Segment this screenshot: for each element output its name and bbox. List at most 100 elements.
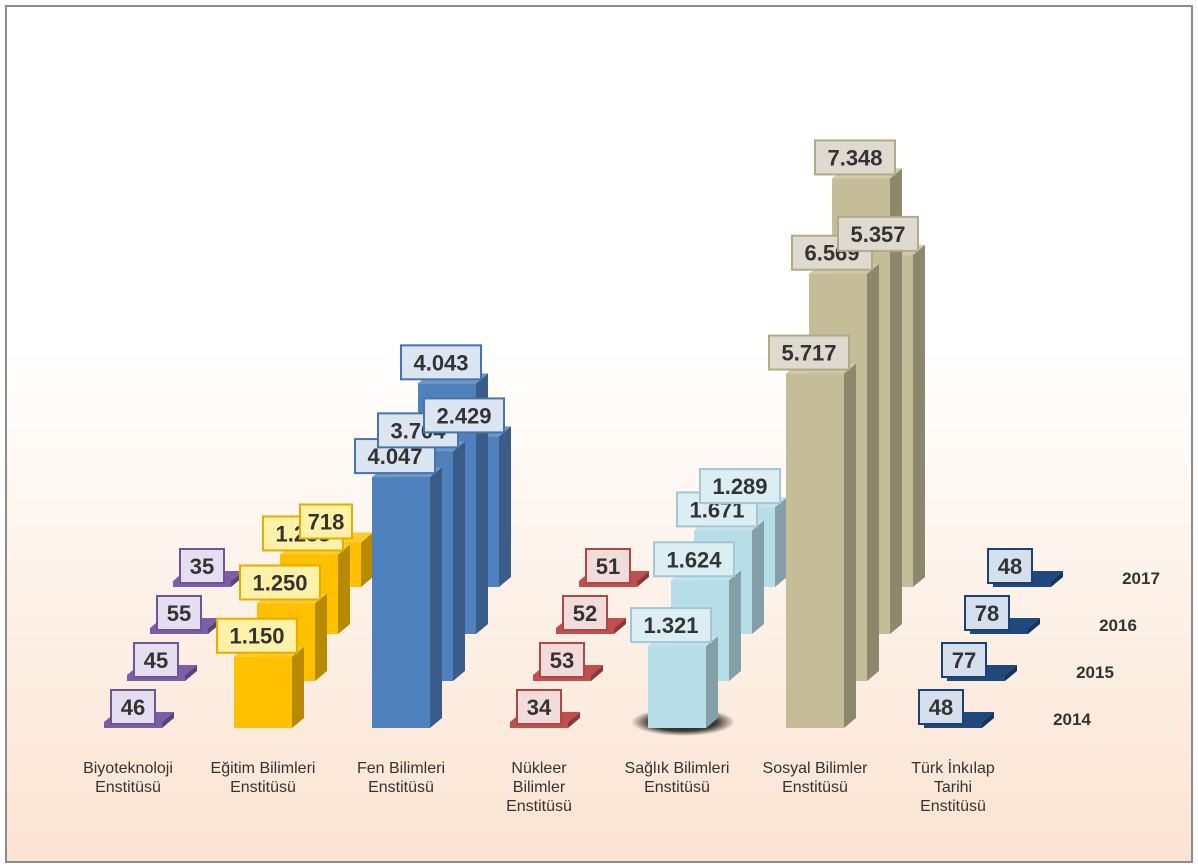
series-label: 2016 — [1099, 616, 1137, 635]
value-label-box — [941, 642, 987, 678]
category-label-line: Bilimler — [513, 779, 566, 796]
bar-side — [913, 244, 925, 587]
value-label-box — [918, 689, 964, 725]
value-label: 5.717 — [781, 341, 836, 366]
bar-side — [890, 168, 902, 634]
series-label: 2017 — [1122, 569, 1160, 588]
value-label: 1.321 — [643, 613, 698, 638]
value-label-box — [630, 607, 712, 644]
value-label-box — [299, 503, 353, 540]
category-label-line: Biyoteknoloji — [83, 760, 173, 777]
category-label-line: Enstitüsü — [95, 779, 161, 796]
value-label: 1.250 — [252, 571, 307, 596]
bar-side — [361, 532, 373, 587]
value-label-box — [562, 595, 608, 631]
value-label-box — [216, 617, 298, 654]
value-label: 1.289 — [712, 474, 767, 499]
category-label-line: Fen Bilimleri — [357, 760, 445, 777]
bar-side — [775, 497, 787, 587]
category-label-line: Enstitüsü — [368, 779, 434, 796]
value-label: 1.150 — [229, 624, 284, 649]
bar — [234, 656, 292, 728]
bar-side — [185, 665, 197, 681]
bar-side — [1028, 618, 1040, 634]
value-label: 77 — [952, 648, 976, 673]
bar-side — [867, 263, 879, 681]
value-label: 5.357 — [850, 222, 905, 247]
category-label: Türk İnkılap Tarihi Enstitüsü — [911, 758, 995, 815]
value-label: 34 — [527, 695, 552, 720]
bar-side — [162, 712, 174, 728]
value-label-box — [653, 541, 735, 578]
bar-side — [591, 665, 603, 681]
value-label-box — [156, 595, 202, 631]
bar-side — [499, 426, 511, 587]
bar-side — [982, 712, 994, 728]
value-label-box — [179, 548, 225, 584]
bar — [786, 373, 844, 728]
value-label: 55 — [167, 601, 191, 626]
value-label-box — [110, 689, 156, 725]
value-label: 48 — [929, 695, 953, 720]
bar-side — [752, 520, 764, 634]
bar-side — [292, 646, 304, 728]
category-label-line: Enstitüsü — [782, 779, 848, 796]
value-label-box — [814, 139, 896, 176]
bar-side — [1051, 571, 1063, 587]
value-label-box — [987, 548, 1033, 584]
category-label: Nükleer Bilimler Enstitüsü — [506, 760, 572, 815]
bar-side — [476, 373, 488, 634]
value-label: 718 — [308, 509, 345, 534]
value-label-box — [516, 689, 562, 725]
value-label-box — [837, 215, 919, 252]
value-label-box — [539, 642, 585, 678]
plot-area: 461.1504.047341.3215.71748451.2503.70453… — [83, 139, 1160, 815]
bar-side — [729, 570, 741, 681]
category-label-line: Eğitim Bilimleri — [211, 760, 316, 777]
category-label: Biyoteknoloji Enstitüsü — [83, 760, 173, 796]
category-label-line: Tarihi — [934, 779, 972, 796]
bar-side — [315, 593, 327, 681]
bar-side — [706, 636, 718, 728]
series-label: 2014 — [1053, 710, 1091, 729]
value-label: 46 — [121, 695, 145, 720]
value-label: 2.429 — [436, 403, 491, 428]
bar — [372, 477, 430, 728]
bar-side — [637, 571, 649, 587]
value-label: 45 — [144, 648, 168, 673]
bar-side — [844, 363, 856, 728]
value-label: 48 — [998, 554, 1022, 579]
category-label-line: Enstitüsü — [506, 798, 572, 815]
value-label: 52 — [573, 601, 597, 626]
value-label-box — [423, 397, 505, 434]
value-label-box — [964, 595, 1010, 631]
category-label: Eğitim Bilimleri Enstitüsü — [211, 760, 316, 796]
bar-side — [614, 618, 626, 634]
category-label: Sağlık Bilimleri Enstitüsü — [625, 760, 730, 796]
value-label: 1.624 — [666, 547, 722, 572]
category-label-line: Enstitüsü — [644, 779, 710, 796]
value-label: 35 — [190, 554, 214, 579]
value-label-box — [585, 548, 631, 584]
value-label: 7.348 — [827, 145, 882, 170]
category-label-line: Sağlık Bilimleri — [625, 760, 730, 777]
value-label: 4.043 — [413, 350, 468, 375]
bar — [648, 646, 706, 728]
bar-side — [338, 544, 350, 634]
bar-side — [1005, 665, 1017, 681]
value-label-box — [400, 344, 482, 381]
category-label-line: Türk İnkılap — [911, 758, 995, 777]
bar-side — [568, 712, 580, 728]
bar-side — [430, 467, 442, 728]
value-label-box — [239, 564, 321, 601]
category-label-line: Enstitüsü — [230, 779, 296, 796]
bar-side — [453, 441, 465, 681]
value-label: 53 — [550, 648, 574, 673]
category-label: Sosyal Bilimler Enstitüsü — [763, 760, 869, 796]
value-label-box — [699, 468, 781, 505]
category-label: Fen Bilimleri Enstitüsü — [357, 760, 445, 796]
category-label-line: Enstitüsü — [920, 798, 986, 815]
value-label-box — [133, 642, 179, 678]
category-label-line: Sosyal Bilimler — [763, 760, 869, 777]
